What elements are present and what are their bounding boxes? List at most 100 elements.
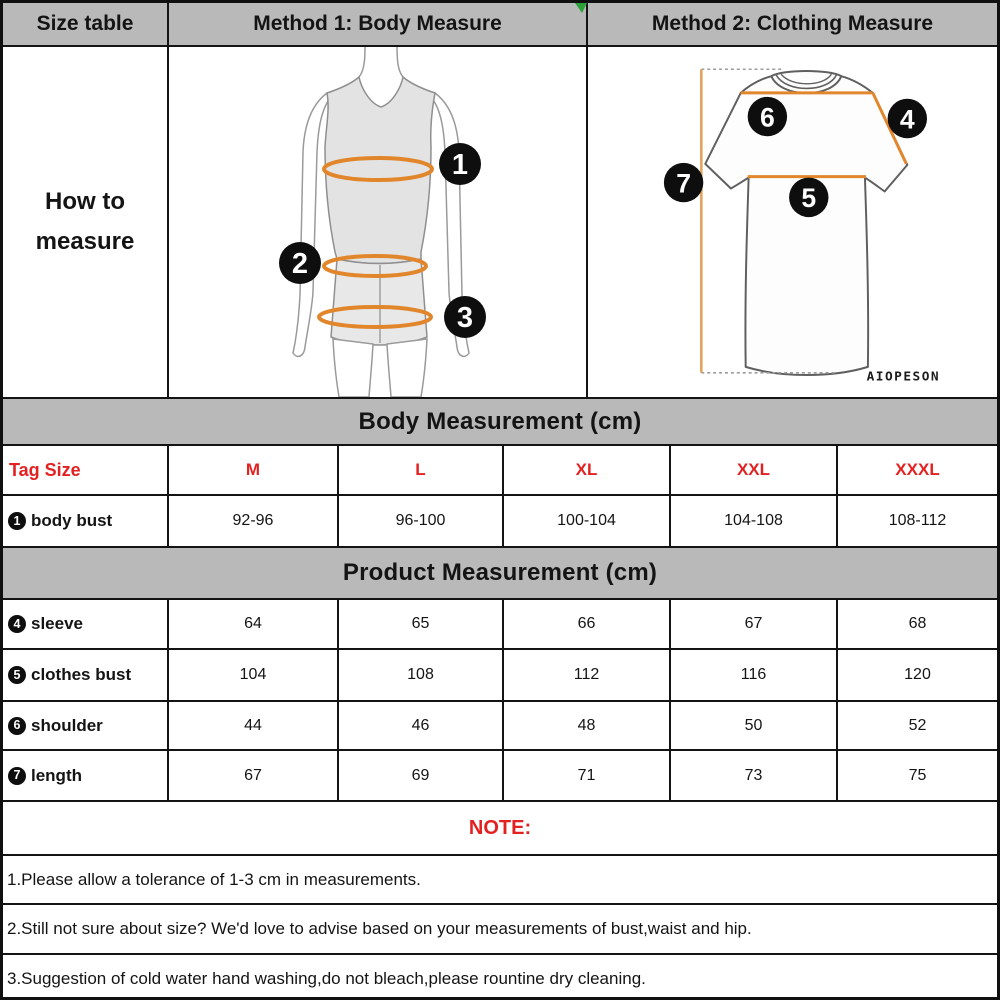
size-col-xxl: XXL xyxy=(671,446,838,494)
badge-3-number: 3 xyxy=(457,302,473,334)
body-bust-label: body bust xyxy=(31,511,113,530)
shoulder-xl: 48 xyxy=(504,702,671,749)
badge-7-number: 7 xyxy=(676,168,691,198)
product-measurement-title: Product Measurement (cm) xyxy=(3,548,997,598)
badge-7-circle xyxy=(663,162,704,203)
circled-6-icon: 6 xyxy=(8,716,26,735)
table-row-clothes-bust: 5 clothes bust 104 108 112 116 120 xyxy=(3,650,997,702)
note-row-1: 1.Please allow a tolerance of 1-3 cm in … xyxy=(3,856,997,905)
size-col-l: L xyxy=(339,446,504,494)
body-bust-xxl: 104-108 xyxy=(671,496,838,546)
sleeve-l: 65 xyxy=(339,600,504,648)
badge-6-number: 6 xyxy=(760,102,775,132)
how-to-measure-label: How to measure xyxy=(3,47,169,397)
waist-band xyxy=(322,254,428,278)
badge-5-circle xyxy=(789,177,829,218)
body-bust-xl: 100-104 xyxy=(504,496,671,546)
note-row-3: 3.Suggestion of cold water hand washing,… xyxy=(3,955,997,997)
length-m: 67 xyxy=(169,751,339,800)
note-1-text: 1.Please allow a tolerance of 1-3 cm in … xyxy=(7,869,421,889)
right-leg xyxy=(386,338,428,397)
badge-4-circle xyxy=(887,98,928,139)
length-label-cell: 7 length xyxy=(3,751,169,800)
body-bust-l: 96-100 xyxy=(339,496,504,546)
shoulder-m: 44 xyxy=(169,702,339,749)
clothes-bust-l: 108 xyxy=(339,650,504,700)
size-col-m: M xyxy=(169,446,339,494)
length-xl: 71 xyxy=(504,751,671,800)
shoulder-xxxl: 52 xyxy=(908,716,927,734)
table-row-sleeve: 4 sleeve 64 65 66 67 68 xyxy=(3,600,997,650)
how-to-line1: How to xyxy=(45,188,125,216)
length-xxl: 73 xyxy=(671,751,838,800)
shoulder-label: shoulder xyxy=(31,715,103,735)
hip-band xyxy=(317,305,433,329)
clothes-bust-xxl: 116 xyxy=(671,650,838,700)
body-bust-m: 92-96 xyxy=(169,496,339,546)
tank-top xyxy=(324,75,436,265)
sleeve-m: 64 xyxy=(169,600,339,648)
body-figure-illustration: 1 2 3 xyxy=(279,47,486,397)
shoulder-xxl: 50 xyxy=(671,702,838,749)
sleeve-label: sleeve xyxy=(31,614,83,633)
sleeve-xxl: 67 xyxy=(671,600,838,648)
clothes-bust-m: 104 xyxy=(169,650,339,700)
how-to-line2: measure xyxy=(35,228,135,255)
clothes-bust-xl: 112 xyxy=(504,650,671,700)
badge-2-number: 2 xyxy=(292,248,308,280)
note-2-text: 2.Still not sure about size? We'd love t… xyxy=(7,919,752,938)
body-measurement-title: Body Measurement (cm) xyxy=(3,399,997,444)
clothes-bust-xxxl: 120 xyxy=(904,666,931,683)
illustration-row: How to measure xyxy=(3,47,997,399)
left-leg xyxy=(332,338,374,397)
neck-right-line xyxy=(396,47,404,78)
clothing-measure-figure: 6 4 7 5 AIOPESON xyxy=(588,47,997,397)
length-label: length xyxy=(31,765,82,785)
badge-6-circle xyxy=(747,96,788,137)
clothes-bust-label: clothes bust xyxy=(31,665,132,684)
brand-watermark: AIOPESON xyxy=(867,370,940,385)
circled-5-icon: 5 xyxy=(8,666,26,684)
note-title-row: NOTE: xyxy=(3,802,997,856)
shirt-figure-illustration: 6 4 7 5 AIOPESON xyxy=(663,68,940,385)
sleeve-label-cell: 4 sleeve xyxy=(3,600,169,648)
body-measure-figure: 1 2 3 xyxy=(169,47,588,397)
clothes-bust-label-cell: 5 clothes bust xyxy=(3,650,169,700)
sleeve-xl: 66 xyxy=(504,600,671,648)
note-row-2: 2.Still not sure about size? We'd love t… xyxy=(3,905,997,955)
badge-5-number: 5 xyxy=(801,183,816,213)
badge-1-number: 1 xyxy=(452,149,468,181)
size-table-header: Size table xyxy=(3,3,169,45)
table-row-body-bust: 1 body bust 92-96 96-100 100-104 104-108… xyxy=(3,496,997,548)
size-col-xl: XL xyxy=(504,446,671,494)
tag-size-row: Tag Size M L XL XXL XXXL xyxy=(3,446,997,496)
table-row-shoulder: 6 shoulder 44 46 48 50 52 xyxy=(3,702,997,751)
badge-1-circle xyxy=(439,143,481,185)
length-xxxl: 75 xyxy=(908,766,927,784)
badge-2-circle xyxy=(279,242,321,284)
method1-header: Method 1: Body Measure xyxy=(169,3,588,45)
badge-4-number: 4 xyxy=(900,104,915,134)
method2-header: Method 2: Clothing Measure xyxy=(588,3,997,45)
length-l: 69 xyxy=(339,751,504,800)
shoulder-label-cell: 6 shoulder xyxy=(3,702,169,749)
green-corner-marker xyxy=(575,3,587,13)
note-title: NOTE: xyxy=(468,816,532,839)
size-col-xxxl: XXXL xyxy=(895,460,940,479)
neck-left-line xyxy=(358,47,366,78)
circled-7-icon: 7 xyxy=(8,766,26,785)
tshirt-outline xyxy=(704,70,909,376)
top-header-row: Size table Method 1: Body Measure Method… xyxy=(3,3,997,47)
body-bust-xxxl: 108-112 xyxy=(888,512,947,529)
shoulder-l: 46 xyxy=(339,702,504,749)
note-3-text: 3.Suggestion of cold water hand washing,… xyxy=(7,969,646,988)
bust-band xyxy=(322,156,434,182)
left-arm xyxy=(292,92,333,358)
badge-3-circle xyxy=(444,296,486,338)
body-bust-label-cell: 1 body bust xyxy=(3,496,169,546)
sleeve-line xyxy=(871,92,908,165)
body-measurement-title-row: Body Measurement (cm) xyxy=(3,399,997,446)
table-row-length: 7 length 67 69 71 73 75 xyxy=(3,751,997,802)
circled-1-icon: 1 xyxy=(8,512,26,530)
